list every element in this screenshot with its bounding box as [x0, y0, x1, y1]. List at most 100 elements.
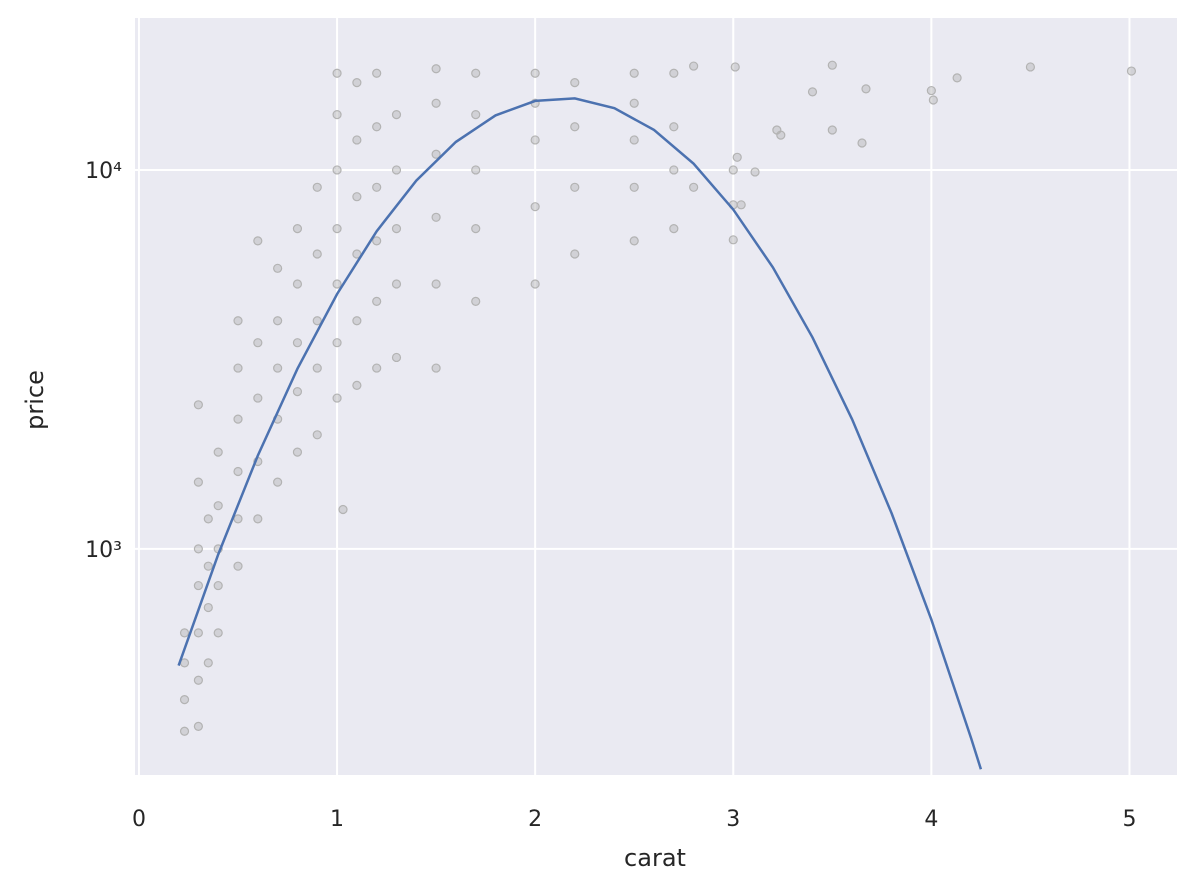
- y-axis-label: price: [21, 370, 49, 430]
- point: [827, 60, 837, 70]
- x-tick-label: 5: [1122, 807, 1136, 832]
- point: [570, 78, 580, 88]
- point: [570, 249, 580, 259]
- point: [736, 200, 746, 210]
- point: [352, 380, 362, 391]
- point: [530, 202, 540, 212]
- point: [530, 135, 540, 145]
- point: [312, 316, 322, 326]
- point: [292, 224, 303, 234]
- point: [179, 628, 190, 638]
- point: [669, 165, 679, 175]
- point: [292, 447, 303, 457]
- point: [193, 580, 203, 591]
- point: [332, 279, 342, 289]
- point: [372, 236, 382, 246]
- point: [431, 98, 441, 108]
- point: [732, 152, 742, 162]
- point: [827, 125, 837, 135]
- point: [431, 64, 441, 74]
- point: [253, 236, 263, 246]
- point: [193, 544, 203, 554]
- point: [431, 149, 441, 159]
- point: [1025, 62, 1036, 72]
- point: [332, 224, 342, 234]
- point: [332, 109, 342, 120]
- point: [233, 466, 243, 477]
- point: [179, 726, 190, 736]
- point: [471, 165, 481, 175]
- point: [213, 447, 223, 457]
- point: [689, 182, 699, 192]
- point: [312, 363, 322, 373]
- point: [861, 84, 871, 94]
- point: [669, 122, 679, 132]
- point: [292, 338, 303, 348]
- point: [233, 561, 243, 571]
- point: [213, 628, 223, 638]
- point: [193, 628, 203, 638]
- point: [193, 675, 203, 685]
- point: [471, 109, 481, 120]
- point: [332, 393, 342, 403]
- point: [391, 224, 402, 234]
- point: [669, 68, 679, 78]
- point: [471, 224, 481, 234]
- fit-line: [177, 97, 983, 770]
- point: [391, 352, 402, 363]
- point: [203, 561, 213, 571]
- point: [391, 279, 402, 289]
- point: [273, 477, 283, 487]
- point: [273, 263, 283, 273]
- point: [952, 73, 962, 83]
- point: [332, 165, 342, 175]
- point: [273, 363, 283, 373]
- point: [312, 430, 322, 440]
- point: [332, 338, 342, 348]
- point: [233, 514, 243, 524]
- point: [253, 514, 263, 524]
- point: [312, 182, 322, 192]
- point: [807, 87, 818, 97]
- point: [233, 363, 243, 373]
- point: [332, 68, 342, 78]
- point: [352, 135, 362, 145]
- point: [233, 316, 243, 326]
- point: [629, 98, 639, 108]
- point: [530, 68, 540, 78]
- point: [750, 167, 760, 177]
- point: [689, 61, 699, 71]
- point: [776, 130, 786, 140]
- point: [391, 109, 402, 120]
- point: [530, 279, 540, 289]
- point: [193, 477, 203, 487]
- point: [352, 316, 362, 326]
- point: [338, 504, 348, 515]
- point: [926, 85, 936, 96]
- point: [372, 182, 382, 192]
- point: [857, 138, 867, 148]
- point: [352, 192, 362, 202]
- x-tick-label: 1: [330, 807, 344, 832]
- point: [253, 338, 263, 348]
- point: [179, 695, 190, 705]
- x-tick-label: 3: [726, 807, 740, 832]
- point: [292, 387, 303, 397]
- point: [431, 279, 441, 289]
- point: [372, 68, 382, 78]
- point: [372, 363, 382, 373]
- point: [629, 182, 639, 192]
- x-tick-label: 0: [132, 807, 146, 832]
- point: [431, 363, 441, 373]
- point: [728, 165, 738, 175]
- point: [213, 501, 223, 511]
- plot-area: [135, 18, 1177, 775]
- point: [193, 721, 203, 731]
- y-tick-label: 10⁴: [85, 159, 122, 184]
- point: [728, 235, 738, 245]
- point: [372, 296, 382, 306]
- point: [203, 514, 213, 524]
- point: [928, 95, 938, 105]
- point: [730, 62, 740, 72]
